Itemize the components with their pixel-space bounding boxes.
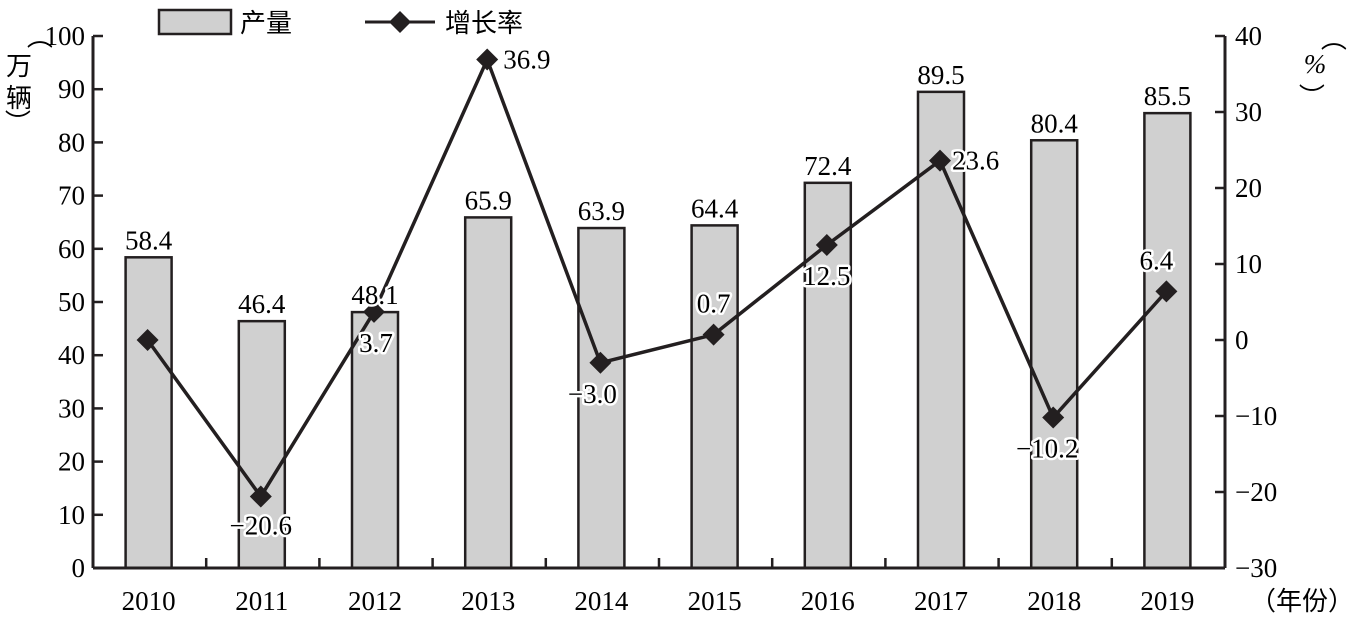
diamond-marker-icon bbox=[136, 329, 159, 351]
right-unit-close: ） bbox=[1295, 83, 1325, 109]
growth-value-label: −3.0 bbox=[568, 379, 617, 409]
right-tick-label: −20 bbox=[1235, 477, 1277, 507]
bar-value-label: 85.5 bbox=[1144, 81, 1191, 111]
left-tick-label: 20 bbox=[58, 447, 85, 477]
left-y-axis: 0 10 20 30 40 50 60 70 80 90 100 bbox=[45, 21, 103, 583]
left-unit-close: ） bbox=[1, 109, 31, 135]
right-tick-label: −30 bbox=[1235, 553, 1277, 583]
left-tick-label: 30 bbox=[58, 393, 85, 423]
diamond-marker-icon bbox=[363, 300, 385, 323]
x-tick-label: 2019 bbox=[1140, 586, 1194, 616]
bars bbox=[124, 90, 1192, 570]
left-tick-label: 90 bbox=[58, 74, 85, 104]
x-tick-label: 2015 bbox=[688, 586, 742, 616]
bar-2010 bbox=[124, 256, 173, 570]
left-unit-char-1: 万 bbox=[6, 52, 32, 82]
bar-value-label: 46.4 bbox=[238, 289, 286, 319]
left-tick-label: 60 bbox=[58, 234, 85, 264]
bar-value-label: 80.4 bbox=[1031, 108, 1079, 138]
bar-value-label: 58.4 bbox=[125, 225, 173, 255]
right-tick-label: 20 bbox=[1235, 173, 1262, 203]
x-axis: 2010 2011 2012 2013 2014 2015 2016 2017 2018 2019 bbox=[93, 558, 1225, 616]
left-tick-label: 70 bbox=[58, 181, 85, 211]
bar-value-label: 89.5 bbox=[917, 60, 964, 90]
x-tick-label: 2010 bbox=[122, 586, 176, 616]
bar-2014 bbox=[577, 226, 626, 570]
bar-value-label: 72.4 bbox=[804, 151, 852, 181]
right-tick-label: 0 bbox=[1235, 325, 1249, 355]
diamond-marker-icon bbox=[929, 149, 951, 172]
growth-polyline bbox=[146, 54, 1168, 500]
left-tick-label: 0 bbox=[72, 553, 86, 583]
diamond-marker-icon bbox=[1155, 280, 1178, 303]
right-axis-unit: （ % ） bbox=[1295, 25, 1347, 109]
bar-value-label: 63.9 bbox=[578, 196, 625, 226]
right-tick-label: 30 bbox=[1235, 97, 1262, 127]
growth-value-label: 23.6 bbox=[952, 146, 999, 176]
diamond-marker-icon bbox=[589, 351, 612, 374]
left-tick-label: 40 bbox=[58, 340, 85, 370]
left-tick-label: 10 bbox=[58, 500, 85, 530]
right-unit-open: （ bbox=[1317, 25, 1347, 51]
bar-value-label: 65.9 bbox=[465, 185, 512, 215]
left-tick-label: 50 bbox=[58, 287, 85, 317]
diamond-marker-icon bbox=[476, 48, 499, 71]
bar-2015 bbox=[690, 224, 739, 570]
bar-2013 bbox=[463, 216, 513, 570]
x-tick-label: 2013 bbox=[461, 586, 515, 616]
growth-value-label: 3.7 bbox=[359, 328, 393, 358]
legend-diamond-icon bbox=[389, 11, 411, 33]
left-tick-label: 100 bbox=[45, 21, 86, 51]
left-unit-char-2: 辆 bbox=[6, 84, 32, 114]
legend-line-label: 增长率 bbox=[445, 9, 523, 39]
right-tick-label: 10 bbox=[1235, 249, 1262, 279]
bar-2018 bbox=[1029, 139, 1079, 570]
legend: 产量 增长率 bbox=[157, 8, 523, 39]
right-y-axis: −30 −20 −10 0 10 20 30 40 bbox=[1215, 21, 1277, 583]
diamond-marker-icon bbox=[815, 234, 838, 256]
data-labels: 58.4 46.4 48.1 65.9 63.9 64.4 72.4 89.5 80.4 85.5… bbox=[122, 42, 1193, 543]
diamond-marker-icon bbox=[1042, 406, 1065, 429]
x-tick-label: 2017 bbox=[914, 586, 968, 616]
growth-value-label: −10.2 bbox=[1016, 434, 1078, 464]
x-tick-label: 2018 bbox=[1027, 586, 1081, 616]
legend-bar-swatch bbox=[157, 8, 233, 36]
right-tick-label: −10 bbox=[1235, 401, 1277, 431]
diamond-marker-icon bbox=[702, 323, 725, 346]
x-tick-label: 2011 bbox=[235, 586, 288, 616]
bar-2011 bbox=[237, 319, 287, 570]
x-tick-label: 2016 bbox=[801, 586, 855, 616]
growth-value-label: 0.7 bbox=[697, 289, 731, 319]
growth-line bbox=[136, 48, 1178, 508]
left-axis-unit: （ 万 辆 ） bbox=[1, 23, 53, 135]
bar-value-label: 64.4 bbox=[691, 193, 739, 223]
bar-2019 bbox=[1143, 111, 1192, 570]
growth-value-label: −20.6 bbox=[230, 511, 292, 541]
legend-bar-label: 产量 bbox=[240, 9, 292, 39]
right-tick-label: 40 bbox=[1235, 21, 1262, 51]
left-tick-label: 80 bbox=[58, 127, 85, 157]
right-unit-symbol: % bbox=[1304, 49, 1327, 79]
diamond-marker-icon bbox=[249, 485, 272, 508]
x-axis-unit: （年份） bbox=[1250, 587, 1354, 617]
growth-value-label: 6.4 bbox=[1140, 245, 1174, 275]
left-unit-open: （ bbox=[23, 23, 53, 49]
x-tick-label: 2012 bbox=[348, 586, 402, 616]
growth-value-label: 36.9 bbox=[503, 45, 550, 75]
x-tick-label: 2014 bbox=[574, 586, 629, 616]
growth-value-label: 12.5 bbox=[803, 261, 850, 291]
bar-value-label: 48.1 bbox=[351, 280, 398, 310]
